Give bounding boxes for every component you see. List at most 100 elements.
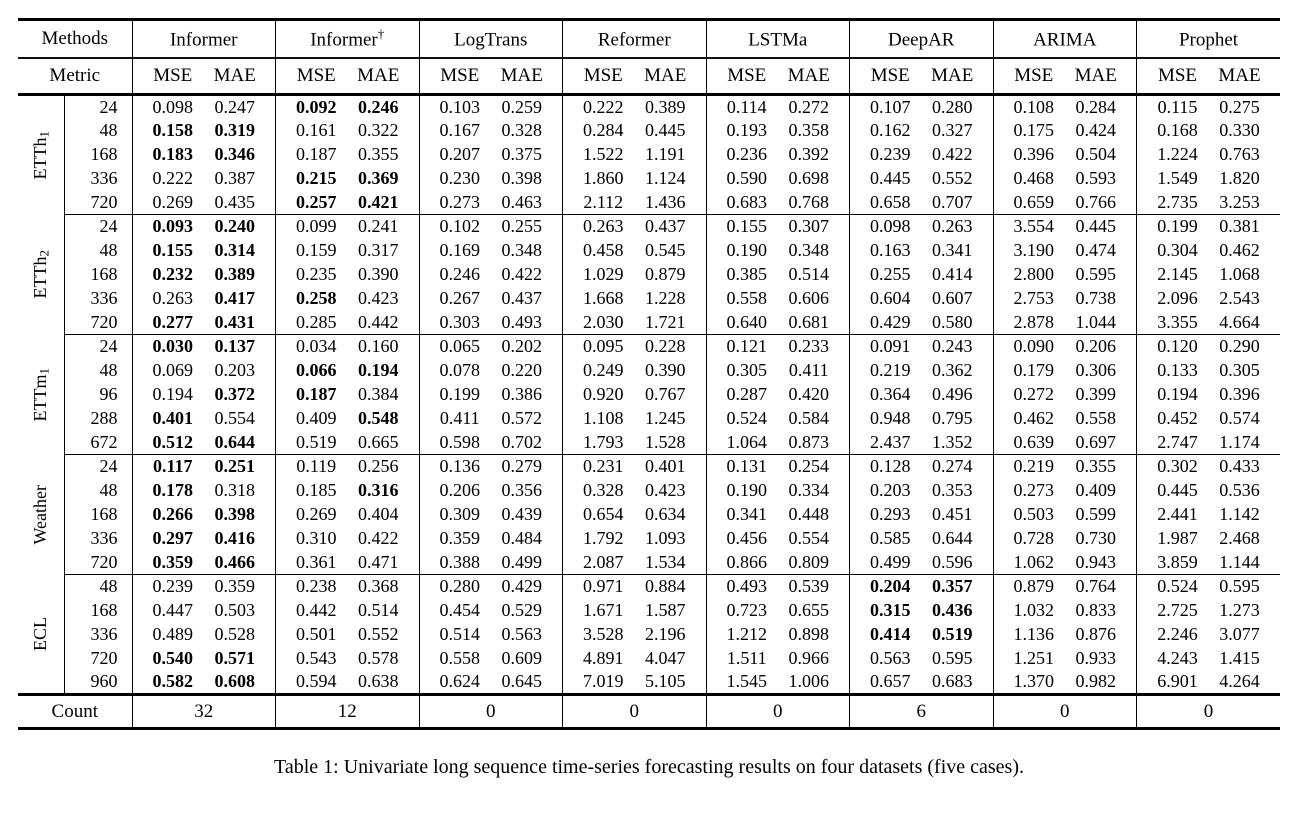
mse-value: 0.297	[152, 528, 194, 548]
mae-value: 0.375	[501, 144, 543, 164]
mae-value: 0.697	[1075, 431, 1117, 452]
metric-pair-header: MSE MAE	[418, 57, 563, 96]
metric-pair-cell: 0.409 0.548	[275, 406, 419, 431]
mse-value: 1.549	[1157, 168, 1198, 188]
dataset-subscript: 2	[36, 250, 52, 257]
mse-value: 0.199	[439, 384, 481, 404]
table-row: 48 0.069 0.203 0.066 0.194 0.078 0.220 0.249 0.3…	[18, 358, 1280, 383]
mse-value: 0.249	[583, 360, 624, 380]
mae-value: 0.372	[214, 384, 256, 404]
mae-value: 1.352	[932, 431, 973, 452]
mse-value: 0.235	[296, 264, 337, 284]
mae-value: 0.389	[214, 264, 256, 284]
metric-pair-cell: 0.161 0.322	[275, 118, 419, 143]
method-header-prophet: Prophet	[1136, 18, 1280, 59]
table-body: ETTh1 24 0.098 0.247 0.092 0.246 0.103 0.259 0.2…	[18, 94, 1280, 695]
mse-value: 0.099	[296, 216, 337, 237]
mse-value: 1.545	[726, 671, 768, 692]
mse-value: 0.493	[726, 576, 768, 597]
mae-value: 4.664	[1219, 311, 1260, 332]
mae-value: 0.316	[358, 480, 399, 500]
table-row: 168 0.183 0.346 0.187 0.355 0.207 0.375 1.522 1.…	[18, 142, 1280, 167]
mse-value: 0.183	[152, 144, 194, 164]
metric-pair-cell: 0.514 0.563	[418, 622, 563, 647]
metric-pair-cell: 0.540 0.571	[131, 646, 276, 671]
metric-pair-cell: 1.136 0.876	[992, 622, 1137, 647]
metric-pair-cell: 0.178 0.318	[131, 478, 276, 503]
mae-value: 0.445	[645, 120, 686, 140]
mse-value: 0.458	[583, 240, 624, 260]
mae-value: 0.638	[358, 671, 399, 692]
mae-value: 0.933	[1075, 648, 1117, 668]
mae-value: 0.416	[214, 528, 256, 548]
metric-pair-cell: 0.168 0.330	[1136, 118, 1280, 143]
table-row: ETTh2 24 0.093 0.240 0.099 0.241 0.102 0.255 0.2…	[18, 214, 1280, 299]
metric-pair-cell: 0.462 0.558	[992, 406, 1137, 431]
mse-value: 0.093	[152, 216, 194, 237]
metric-pair-cell: 1.987 2.468	[1136, 526, 1280, 551]
mse-value: 0.078	[439, 360, 481, 380]
metric-pair-cell: 6.901 4.264	[1136, 670, 1280, 695]
mae-value: 1.721	[645, 311, 686, 332]
mae-value: 1.820	[1219, 168, 1260, 188]
metric-pair-cell: 0.442 0.514	[275, 598, 419, 623]
metric-pair-cell: 0.236 0.392	[705, 142, 850, 167]
mae-value: 0.422	[932, 144, 973, 164]
mse-value: 0.273	[1013, 480, 1055, 500]
metric-pair-cell: 1.062 0.943	[992, 550, 1137, 575]
mae-value: 4.047	[645, 648, 686, 668]
mse-value: 2.030	[583, 311, 624, 332]
table-row: ECL 48 0.239 0.359 0.238 0.368 0.280 0.429 0.971…	[18, 574, 1280, 651]
table-row: 720 0.540 0.571 0.543 0.578 0.558 0.609 4.891 4.…	[18, 646, 1280, 671]
metric-pair-cell: 0.293 0.451	[849, 502, 993, 527]
metric-pair-cell: 0.429 0.580	[849, 310, 993, 335]
mse-value: 0.263	[583, 216, 624, 237]
mse-value: 0.563	[870, 648, 911, 668]
metric-pair-cell: 1.032 0.833	[992, 598, 1137, 623]
mse-value: 0.364	[870, 384, 911, 404]
mae-value: 0.327	[932, 120, 973, 140]
mae-value: 0.767	[645, 384, 686, 404]
metric-pair-cell: 0.519 0.665	[275, 430, 419, 455]
mse-value: 0.114	[726, 96, 767, 117]
metric-pair-cell: 0.948 0.795	[849, 406, 993, 431]
mae-value: 0.584	[788, 408, 830, 428]
method-header-logtrans: LogTrans	[418, 18, 563, 59]
mse-value: 0.098	[152, 96, 194, 117]
metric-pair-cell: 1.860 1.124	[562, 166, 706, 191]
table-row: 336 0.263 0.417 0.258 0.423 0.267 0.437 1.668 1.…	[18, 286, 1280, 311]
dataset-label: ECL	[30, 616, 51, 651]
mae-value: 0.730	[1075, 528, 1117, 548]
metric-pair-cell: 0.272 0.399	[992, 382, 1137, 407]
mse-value: 0.034	[296, 336, 337, 357]
mae-value: 0.330	[1219, 120, 1260, 140]
metric-pair-cell: 0.658 0.707	[849, 190, 993, 215]
table-head: Methods Informer Informer† LogTrans Refo…	[18, 18, 1280, 96]
count-value: 0	[705, 693, 850, 730]
metric-pair-cell: 1.251 0.933	[992, 646, 1137, 671]
metric-pair-cell: 0.273 0.463	[418, 190, 563, 215]
mae-value: 0.445	[1075, 216, 1117, 237]
mse-value: 0.231	[583, 456, 624, 477]
mae-value: 0.578	[358, 648, 399, 668]
metric-pair-cell: 0.452 0.574	[1136, 406, 1280, 431]
mse-value: 0.092	[296, 96, 337, 117]
count-row: Count 32 12 0 0 0 6 0 0	[18, 693, 1280, 730]
mse-value: 1.522	[583, 144, 624, 164]
mse-value: 0.388	[439, 551, 481, 572]
mae-label: MAE	[644, 64, 687, 86]
metric-pair-cell: 0.285 0.442	[275, 310, 419, 335]
metric-pair-cell: 1.064 0.873	[705, 430, 850, 455]
mae-value: 0.768	[788, 191, 830, 212]
table-row: ETTh1 24 0.098 0.247 0.092 0.246 0.103 0.259 0.2…	[18, 94, 1280, 180]
metric-pair-header: MSE MAE	[275, 57, 419, 96]
mse-value: 3.554	[1013, 216, 1055, 237]
metric-pair-cell: 0.657 0.683	[849, 670, 993, 695]
metric-pair-cell: 0.287 0.420	[705, 382, 850, 407]
mse-value: 0.543	[296, 648, 337, 668]
mse-value: 0.230	[439, 168, 481, 188]
mae-value: 0.137	[214, 336, 256, 357]
mse-value: 0.948	[870, 408, 911, 428]
mse-value: 0.167	[439, 120, 481, 140]
mse-value: 4.891	[583, 648, 624, 668]
